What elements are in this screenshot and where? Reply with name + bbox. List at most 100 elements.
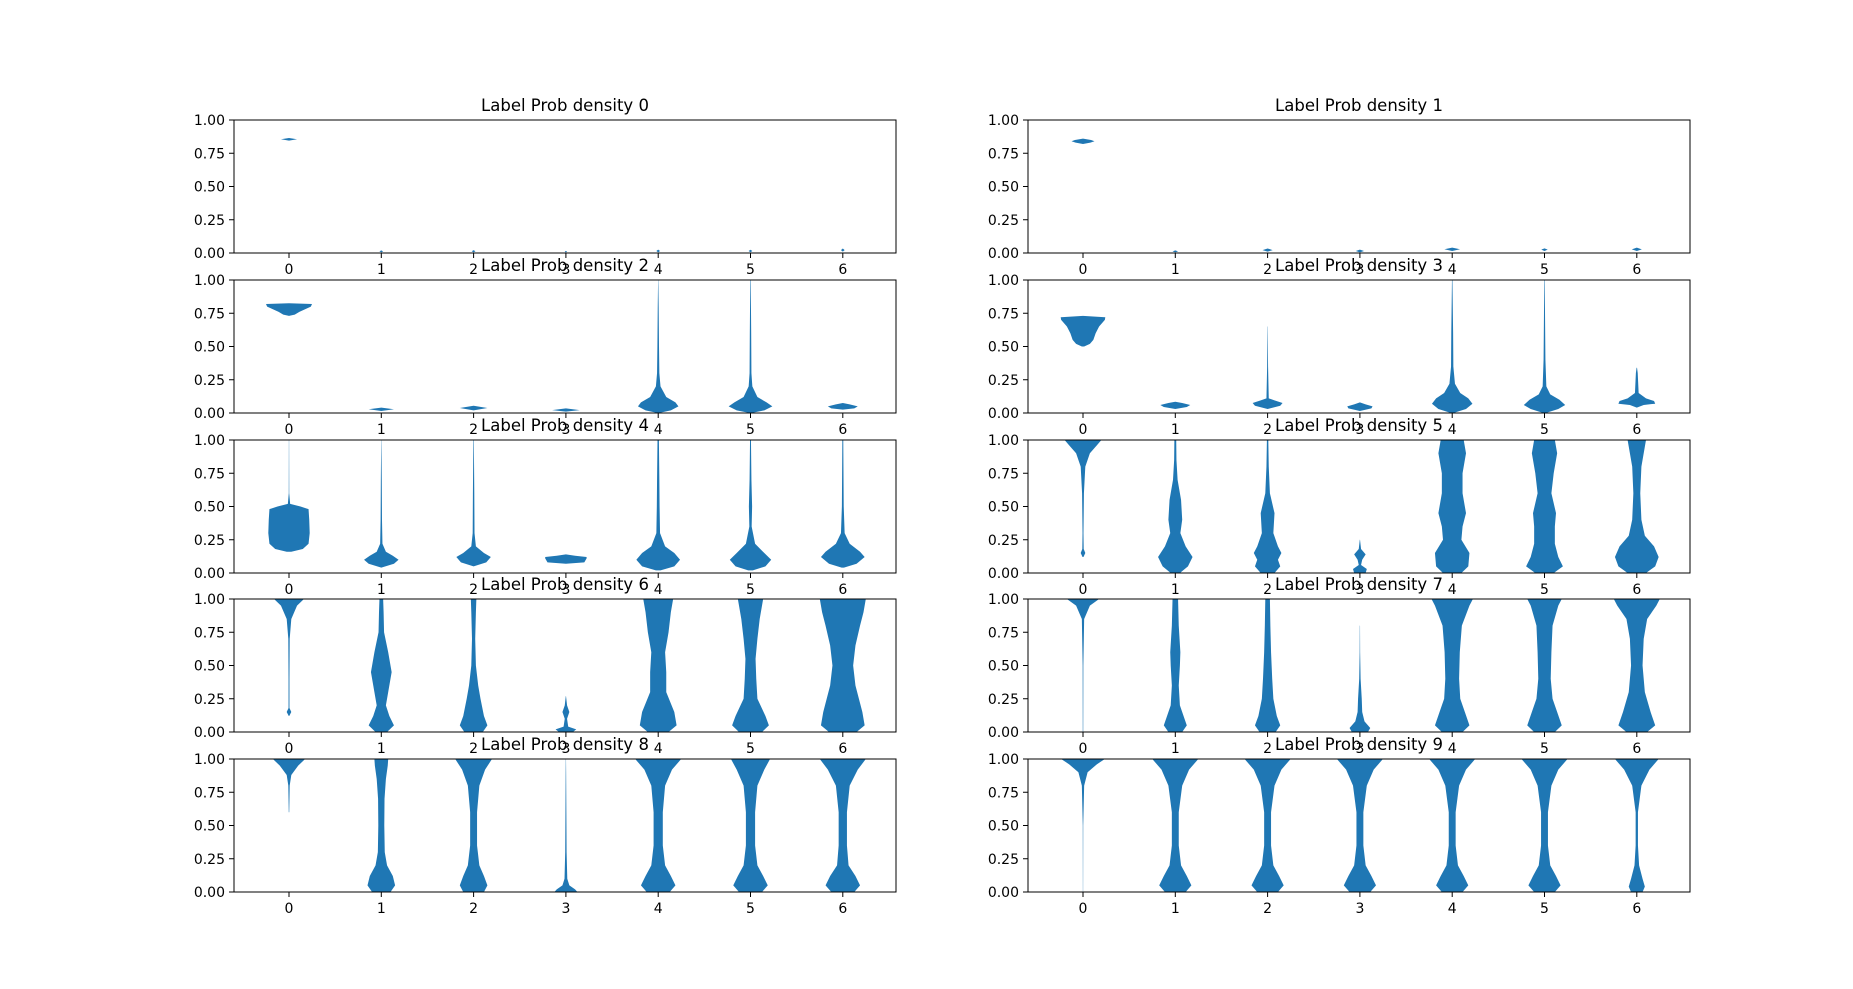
x-tick-label: 1 [1171, 741, 1180, 757]
y-tick-label: 0.00 [988, 885, 1019, 901]
x-tick-label: 1 [1171, 262, 1180, 278]
subplot-title: Label Prob density 3 [1275, 256, 1443, 275]
x-tick-label: 1 [1171, 582, 1180, 598]
x-tick-label: 5 [746, 582, 755, 598]
subplot-2: 0.00 0.25 0.50 0.75 1.00 0 1 2 3 4 5 6 Label Prob de… [194, 256, 897, 438]
y-tick-label: 0.50 [988, 819, 1019, 835]
subplot-title: Label Prob density 1 [1275, 96, 1443, 115]
x-tick-label: 4 [1448, 422, 1457, 438]
y-tick-label: 0.25 [194, 692, 225, 708]
y-tick-label: 0.75 [988, 146, 1019, 162]
y-tick-label: 0.25 [988, 692, 1019, 708]
violin-7-4 [1431, 599, 1473, 732]
violin-4-3 [545, 554, 587, 564]
y-tick-label: 0.25 [194, 852, 225, 868]
violin-6-2 [459, 599, 488, 732]
y-tick-label: 1.00 [194, 592, 225, 608]
violin-8-4 [635, 759, 682, 892]
x-tick-label: 2 [1263, 262, 1272, 278]
violin-1-4 [1444, 247, 1461, 251]
x-tick-label: 1 [377, 262, 386, 278]
x-tick-label: 3 [561, 582, 570, 598]
violin-3-5 [1523, 280, 1566, 413]
x-tick-label: 3 [1355, 582, 1364, 598]
violin-9-3 [1336, 759, 1383, 892]
violin-0-2 [471, 250, 476, 253]
subplot-title: Label Prob density 9 [1275, 735, 1443, 754]
x-tick-label: 4 [1448, 901, 1457, 917]
violin-2-3 [552, 408, 580, 412]
y-tick-label: 0.00 [988, 406, 1019, 422]
x-tick-label: 5 [1540, 422, 1549, 438]
violin-5-6 [1614, 440, 1659, 573]
x-tick-label: 3 [561, 741, 570, 757]
y-tick-label: 0.25 [988, 852, 1019, 868]
violin-4-4 [636, 440, 681, 571]
violin-6-6 [819, 599, 866, 732]
violin-1-2 [1262, 248, 1273, 252]
x-tick-label: 5 [746, 741, 755, 757]
y-tick-label: 0.75 [988, 785, 1019, 801]
x-tick-label: 2 [469, 422, 478, 438]
violin-4-5 [729, 440, 772, 571]
x-tick-label: 4 [654, 422, 663, 438]
violin-6-3 [555, 696, 577, 732]
violin-3-0 [1060, 315, 1106, 347]
violin-0-0 [280, 137, 298, 141]
x-tick-label: 0 [285, 582, 294, 598]
violin-3-4 [1431, 280, 1473, 413]
x-tick-label: 3 [1355, 741, 1364, 757]
violin-8-1 [367, 759, 396, 892]
x-tick-label: 6 [1632, 901, 1641, 917]
x-tick-label: 5 [746, 422, 755, 438]
subplot-title: Label Prob density 5 [1275, 416, 1443, 435]
x-tick-label: 4 [654, 262, 663, 278]
x-tick-label: 1 [377, 741, 386, 757]
x-tick-label: 0 [285, 901, 294, 917]
violin-9-5 [1521, 759, 1568, 892]
x-tick-label: 4 [654, 901, 663, 917]
violin-8-0 [272, 759, 306, 813]
violin-3-6 [1618, 367, 1656, 408]
violin-9-2 [1244, 759, 1291, 892]
x-tick-label: 2 [1263, 422, 1272, 438]
violin-7-5 [1527, 599, 1562, 732]
x-tick-label: 0 [285, 741, 294, 757]
y-tick-label: 1.00 [988, 752, 1019, 768]
violin-8-2 [455, 759, 492, 892]
x-tick-label: 2 [1263, 741, 1272, 757]
y-tick-label: 0.75 [194, 625, 225, 641]
y-tick-label: 0.00 [988, 246, 1019, 262]
y-tick-label: 0.00 [194, 725, 225, 741]
y-tick-label: 0.75 [988, 625, 1019, 641]
y-tick-label: 1.00 [194, 273, 225, 289]
y-tick-label: 0.50 [194, 340, 225, 356]
violin-3-3 [1347, 402, 1373, 411]
x-tick-label: 6 [838, 262, 847, 278]
violin-7-0 [1066, 599, 1100, 732]
x-tick-label: 2 [469, 741, 478, 757]
y-tick-label: 0.25 [194, 373, 225, 389]
violin-7-1 [1163, 599, 1187, 732]
x-tick-label: 4 [1448, 741, 1457, 757]
violin-1-1 [1172, 250, 1179, 253]
subplot-title: Label Prob density 8 [481, 735, 649, 754]
violin-5-5 [1526, 440, 1563, 573]
x-tick-label: 0 [1079, 422, 1088, 438]
x-tick-label: 0 [285, 422, 294, 438]
violin-4-0 [268, 440, 310, 552]
violin-9-0 [1061, 759, 1105, 892]
y-tick-label: 1.00 [988, 433, 1019, 449]
subplot-title: Label Prob density 6 [481, 575, 649, 594]
violin-2-2 [459, 405, 488, 411]
violin-0-4 [656, 249, 661, 253]
violin-7-3 [1349, 625, 1371, 732]
y-tick-label: 0.25 [988, 533, 1019, 549]
subplot-title: Label Prob density 2 [481, 256, 649, 275]
x-tick-label: 2 [469, 582, 478, 598]
y-tick-label: 1.00 [194, 433, 225, 449]
y-tick-label: 0.00 [194, 566, 225, 582]
y-tick-label: 1.00 [194, 113, 225, 129]
y-tick-label: 0.00 [988, 725, 1019, 741]
